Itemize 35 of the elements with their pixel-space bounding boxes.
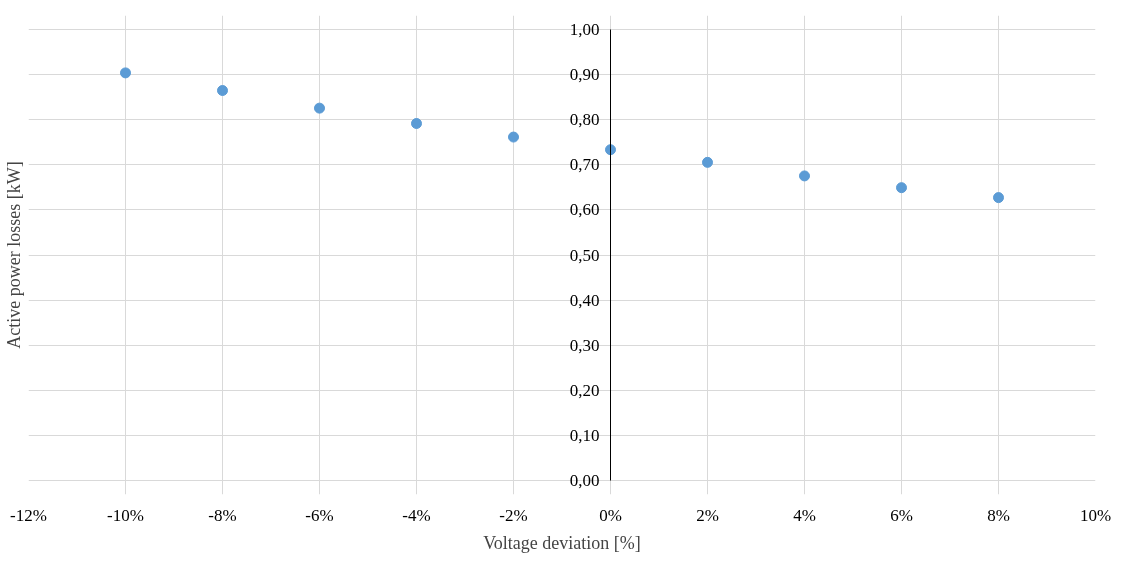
point: [411, 118, 422, 129]
x-tick-label: -10%: [107, 505, 144, 525]
x-tick-label: -2%: [499, 505, 528, 525]
x-tick-label: -6%: [305, 505, 334, 525]
y-tick-label: 0,80: [569, 109, 600, 129]
y-tick-label: 0,20: [569, 381, 600, 401]
y-tick-label: 0,70: [569, 155, 600, 175]
y-tick-label: 0,90: [569, 64, 600, 84]
y-tick-label: 0,40: [569, 290, 600, 310]
x-tick-label: 10%: [1079, 505, 1112, 525]
y-tick-label: 0,10: [569, 426, 600, 446]
x-tick-label: -12%: [10, 505, 47, 525]
x-tick-label: 6%: [890, 505, 913, 525]
point: [120, 67, 131, 79]
y-tick-label: 0,00: [569, 471, 600, 491]
point: [702, 156, 713, 168]
point: [896, 182, 907, 194]
y-tick-label: 0,30: [569, 335, 600, 355]
x-tick-label: -4%: [402, 505, 431, 525]
y-tick-label: 0,50: [569, 245, 600, 265]
y-axis-title: Active power losses [kW]: [3, 161, 24, 349]
point: [799, 170, 810, 182]
y-tick-label: 1,00: [569, 19, 600, 39]
x-tick-label: 8%: [987, 505, 1010, 525]
point: [217, 85, 228, 96]
y-tick-label: 0,60: [569, 200, 600, 220]
point: [993, 192, 1004, 204]
x-axis-title: Voltage deviation [%]: [483, 532, 641, 553]
x-tick-label: 4%: [793, 505, 816, 525]
point: [605, 144, 616, 156]
x-tick-label: -8%: [208, 505, 237, 525]
point: [508, 131, 519, 143]
x-tick-label: 2%: [696, 505, 719, 525]
point: [314, 102, 325, 114]
x-tick-label: 0%: [599, 505, 622, 525]
